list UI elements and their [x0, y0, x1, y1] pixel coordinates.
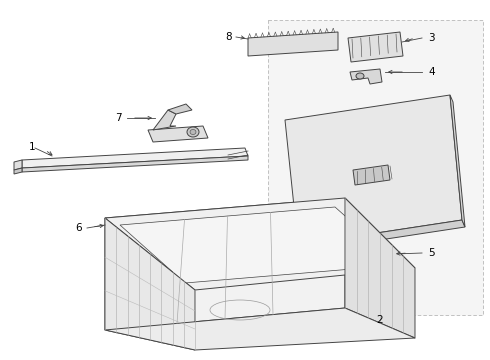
Polygon shape	[353, 165, 390, 185]
Polygon shape	[345, 198, 415, 338]
Polygon shape	[14, 168, 22, 174]
Polygon shape	[285, 95, 462, 245]
Polygon shape	[450, 95, 465, 227]
Polygon shape	[22, 156, 248, 172]
Polygon shape	[14, 160, 22, 170]
Polygon shape	[298, 220, 465, 252]
Polygon shape	[153, 110, 176, 130]
Text: 1: 1	[29, 142, 35, 152]
Polygon shape	[350, 69, 382, 84]
Polygon shape	[22, 148, 248, 168]
Text: 7: 7	[115, 113, 122, 123]
Text: 4: 4	[428, 67, 435, 77]
Polygon shape	[248, 32, 338, 56]
Ellipse shape	[356, 73, 364, 79]
Polygon shape	[168, 104, 192, 114]
Text: 8: 8	[225, 32, 232, 42]
Polygon shape	[120, 207, 400, 283]
Polygon shape	[105, 198, 345, 330]
Polygon shape	[148, 126, 208, 142]
Ellipse shape	[187, 127, 199, 137]
Polygon shape	[330, 240, 390, 268]
Text: 6: 6	[75, 223, 82, 233]
Text: 5: 5	[428, 248, 435, 258]
Text: 3: 3	[428, 33, 435, 43]
Text: 2: 2	[377, 315, 383, 325]
Polygon shape	[348, 32, 403, 62]
Polygon shape	[338, 247, 378, 262]
Ellipse shape	[190, 130, 196, 135]
Polygon shape	[105, 218, 195, 350]
Bar	[268, 20, 483, 315]
Polygon shape	[105, 308, 415, 350]
Polygon shape	[105, 198, 415, 290]
